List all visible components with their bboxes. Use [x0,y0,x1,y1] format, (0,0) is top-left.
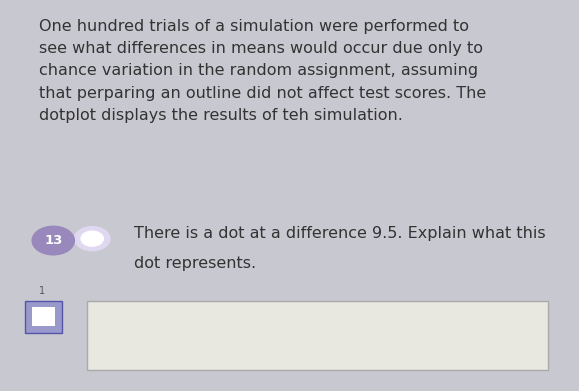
Circle shape [81,231,103,246]
Text: One hundred trials of a simulation were performed to
see what differences in mea: One hundred trials of a simulation were … [39,19,486,123]
FancyBboxPatch shape [87,301,548,370]
FancyBboxPatch shape [25,301,61,332]
Text: There is a dot at a difference 9.5. Explain what this: There is a dot at a difference 9.5. Expl… [134,226,545,240]
FancyBboxPatch shape [32,307,55,326]
Text: 13: 13 [44,234,63,247]
Circle shape [32,226,74,255]
Circle shape [74,227,110,251]
Text: 1: 1 [39,285,45,296]
Text: dot represents.: dot represents. [134,256,256,271]
